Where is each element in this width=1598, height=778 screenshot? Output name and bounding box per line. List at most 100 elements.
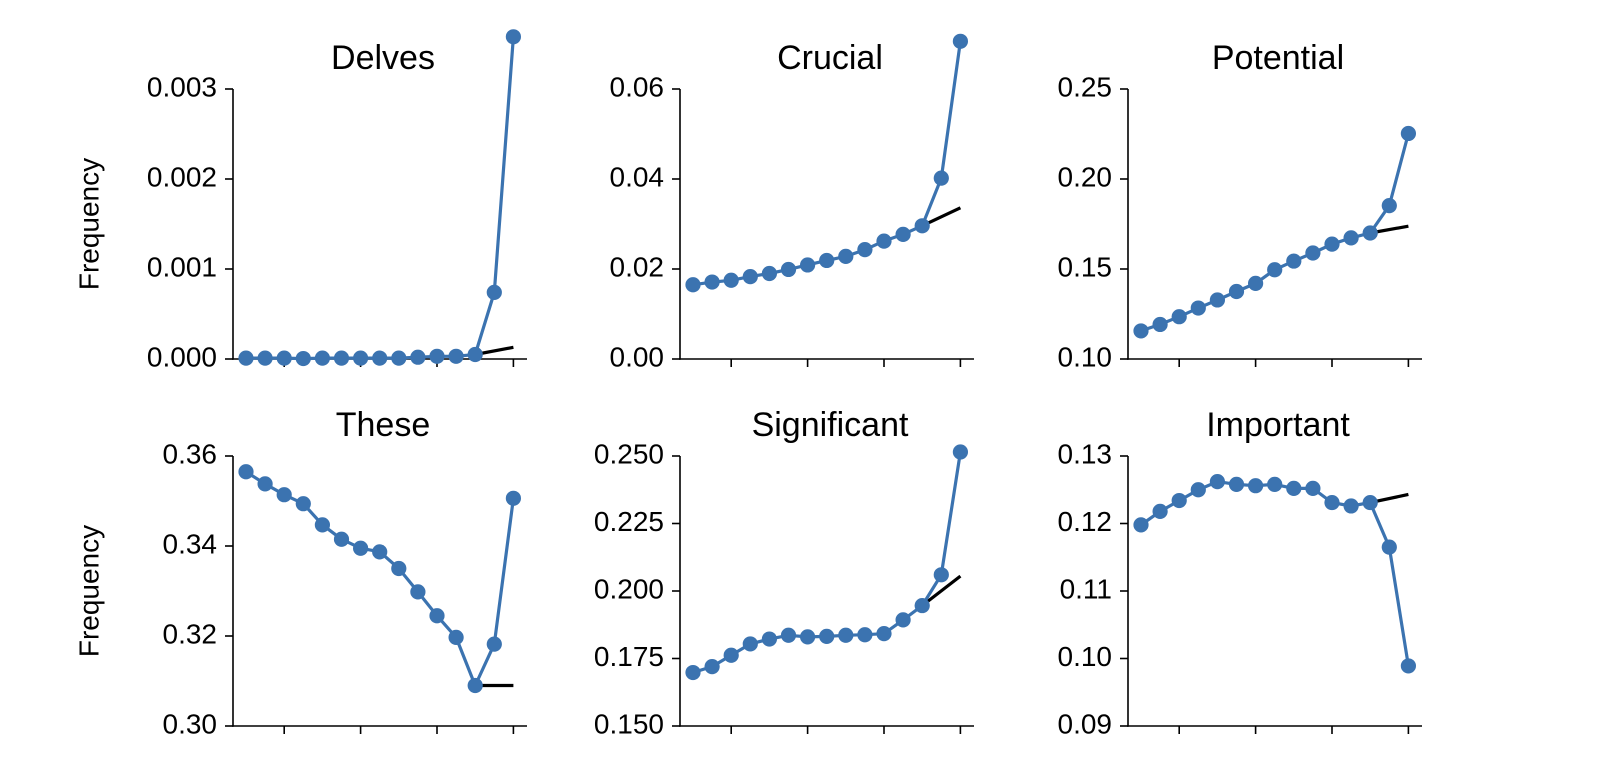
data-point <box>857 627 873 643</box>
data-point <box>876 626 892 642</box>
data-point <box>914 597 930 614</box>
data-point <box>780 627 797 643</box>
panel-title: Crucial <box>777 39 883 77</box>
data-point <box>1152 316 1168 333</box>
y-tick-label: 0.10 <box>1058 641 1113 672</box>
data-point <box>353 350 369 366</box>
data-point <box>295 350 311 367</box>
data-point <box>333 531 350 547</box>
data-point <box>295 496 311 512</box>
data-point <box>1133 517 1149 533</box>
panel-significant: Significant 0.150 0.175 0.200 0.225 0.250 <box>594 406 974 739</box>
data-point <box>410 349 426 365</box>
data-point <box>780 261 797 278</box>
data-point <box>1248 275 1264 291</box>
y-tick-label: 0.00 <box>610 341 665 372</box>
data-point <box>685 664 701 681</box>
data-point <box>838 248 854 264</box>
data-point <box>1362 494 1378 511</box>
y-tick-label: 0.02 <box>610 251 665 282</box>
data-point <box>761 265 778 282</box>
data-point <box>1267 476 1283 492</box>
data-point <box>1133 323 1149 339</box>
data-point <box>410 584 426 600</box>
data-point <box>448 348 464 364</box>
data-point <box>314 350 330 366</box>
data-point <box>505 29 521 45</box>
y-tick-label: 0.002 <box>147 161 217 192</box>
panel-title: Delves <box>331 39 435 77</box>
panel-title: These <box>336 406 431 444</box>
data-point <box>704 659 720 675</box>
panel-title: Important <box>1206 406 1350 444</box>
y-tick-label: 0.200 <box>594 573 664 604</box>
data-point <box>838 627 854 643</box>
data-point <box>1362 225 1378 241</box>
trend-line <box>921 574 962 607</box>
panel-title: Potential <box>1212 39 1344 77</box>
panel-important: Important 0.09 0.10 0.11 0.12 0.13 <box>1058 406 1422 739</box>
data-point <box>1228 476 1245 492</box>
y-tick-label: 0.003 <box>147 71 217 102</box>
series-line <box>246 36 515 361</box>
y-tick-label: 0.250 <box>594 438 664 469</box>
data-point <box>1286 480 1302 496</box>
y-tick-label: 0.001 <box>147 251 217 282</box>
y-tick-label: 0.225 <box>594 506 664 537</box>
data-point <box>1324 236 1340 252</box>
data-point <box>761 631 778 647</box>
data-point <box>933 567 949 583</box>
data-point <box>391 560 407 577</box>
y-axis-label: Frequency <box>73 158 104 290</box>
y-tick-label: 0.15 <box>1058 251 1113 282</box>
y-tick-label: 0.13 <box>1058 438 1113 469</box>
data-point <box>333 350 350 366</box>
data-point <box>895 226 911 242</box>
data-point <box>1209 292 1225 308</box>
data-point <box>1381 198 1397 214</box>
y-tick-label: 0.34 <box>163 528 218 559</box>
data-point <box>819 252 835 269</box>
y-tick-label: 0.04 <box>610 161 665 192</box>
y-tick-label: 0.175 <box>594 641 664 672</box>
data-point <box>742 636 758 652</box>
panel-these: These 0.30 0.32 0.34 0.36 Frequency <box>73 406 527 739</box>
data-point <box>952 444 969 460</box>
data-point <box>800 257 816 273</box>
data-point <box>1190 482 1206 498</box>
data-point <box>391 350 407 366</box>
data-point <box>276 350 292 366</box>
data-point <box>914 218 930 234</box>
data-point <box>742 269 758 285</box>
panel-delves: Delves 0.000 0.001 0.002 0.003 Frequency <box>73 29 527 372</box>
y-tick-label: 0.25 <box>1058 71 1113 102</box>
panel-potential: Potential 0.10 0.15 0.20 0.25 <box>1058 39 1422 372</box>
data-point <box>505 490 521 506</box>
data-point <box>238 350 254 366</box>
panel-crucial: Crucial 0.00 0.02 0.04 0.06 <box>610 33 974 372</box>
data-point <box>685 277 701 293</box>
data-point <box>723 647 739 663</box>
y-tick-label: 0.12 <box>1058 506 1113 537</box>
panel-title: Significant <box>752 406 909 444</box>
data-point <box>857 242 873 258</box>
data-point <box>448 629 464 645</box>
series-line <box>692 41 962 287</box>
data-point <box>1400 125 1416 142</box>
data-point <box>1400 658 1416 674</box>
data-point <box>952 33 969 49</box>
data-point <box>1305 245 1321 261</box>
data-point <box>486 284 502 300</box>
data-point <box>1324 494 1340 511</box>
data-point <box>1267 262 1283 278</box>
y-tick-label: 0.000 <box>147 341 217 372</box>
data-point <box>372 544 388 560</box>
data-point <box>1228 283 1245 300</box>
data-point <box>1343 498 1359 514</box>
data-point <box>467 346 483 363</box>
data-point <box>895 612 911 628</box>
y-tick-label: 0.06 <box>610 71 665 102</box>
data-point <box>819 628 835 644</box>
data-point <box>467 677 483 694</box>
